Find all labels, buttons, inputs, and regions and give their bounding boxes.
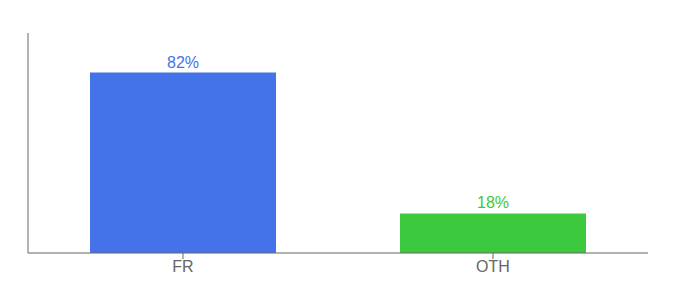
svg-text:82%: 82% bbox=[167, 54, 199, 71]
svg-text:FR: FR bbox=[172, 258, 193, 275]
svg-text:18%: 18% bbox=[477, 194, 509, 211]
svg-text:OTH: OTH bbox=[476, 258, 510, 275]
